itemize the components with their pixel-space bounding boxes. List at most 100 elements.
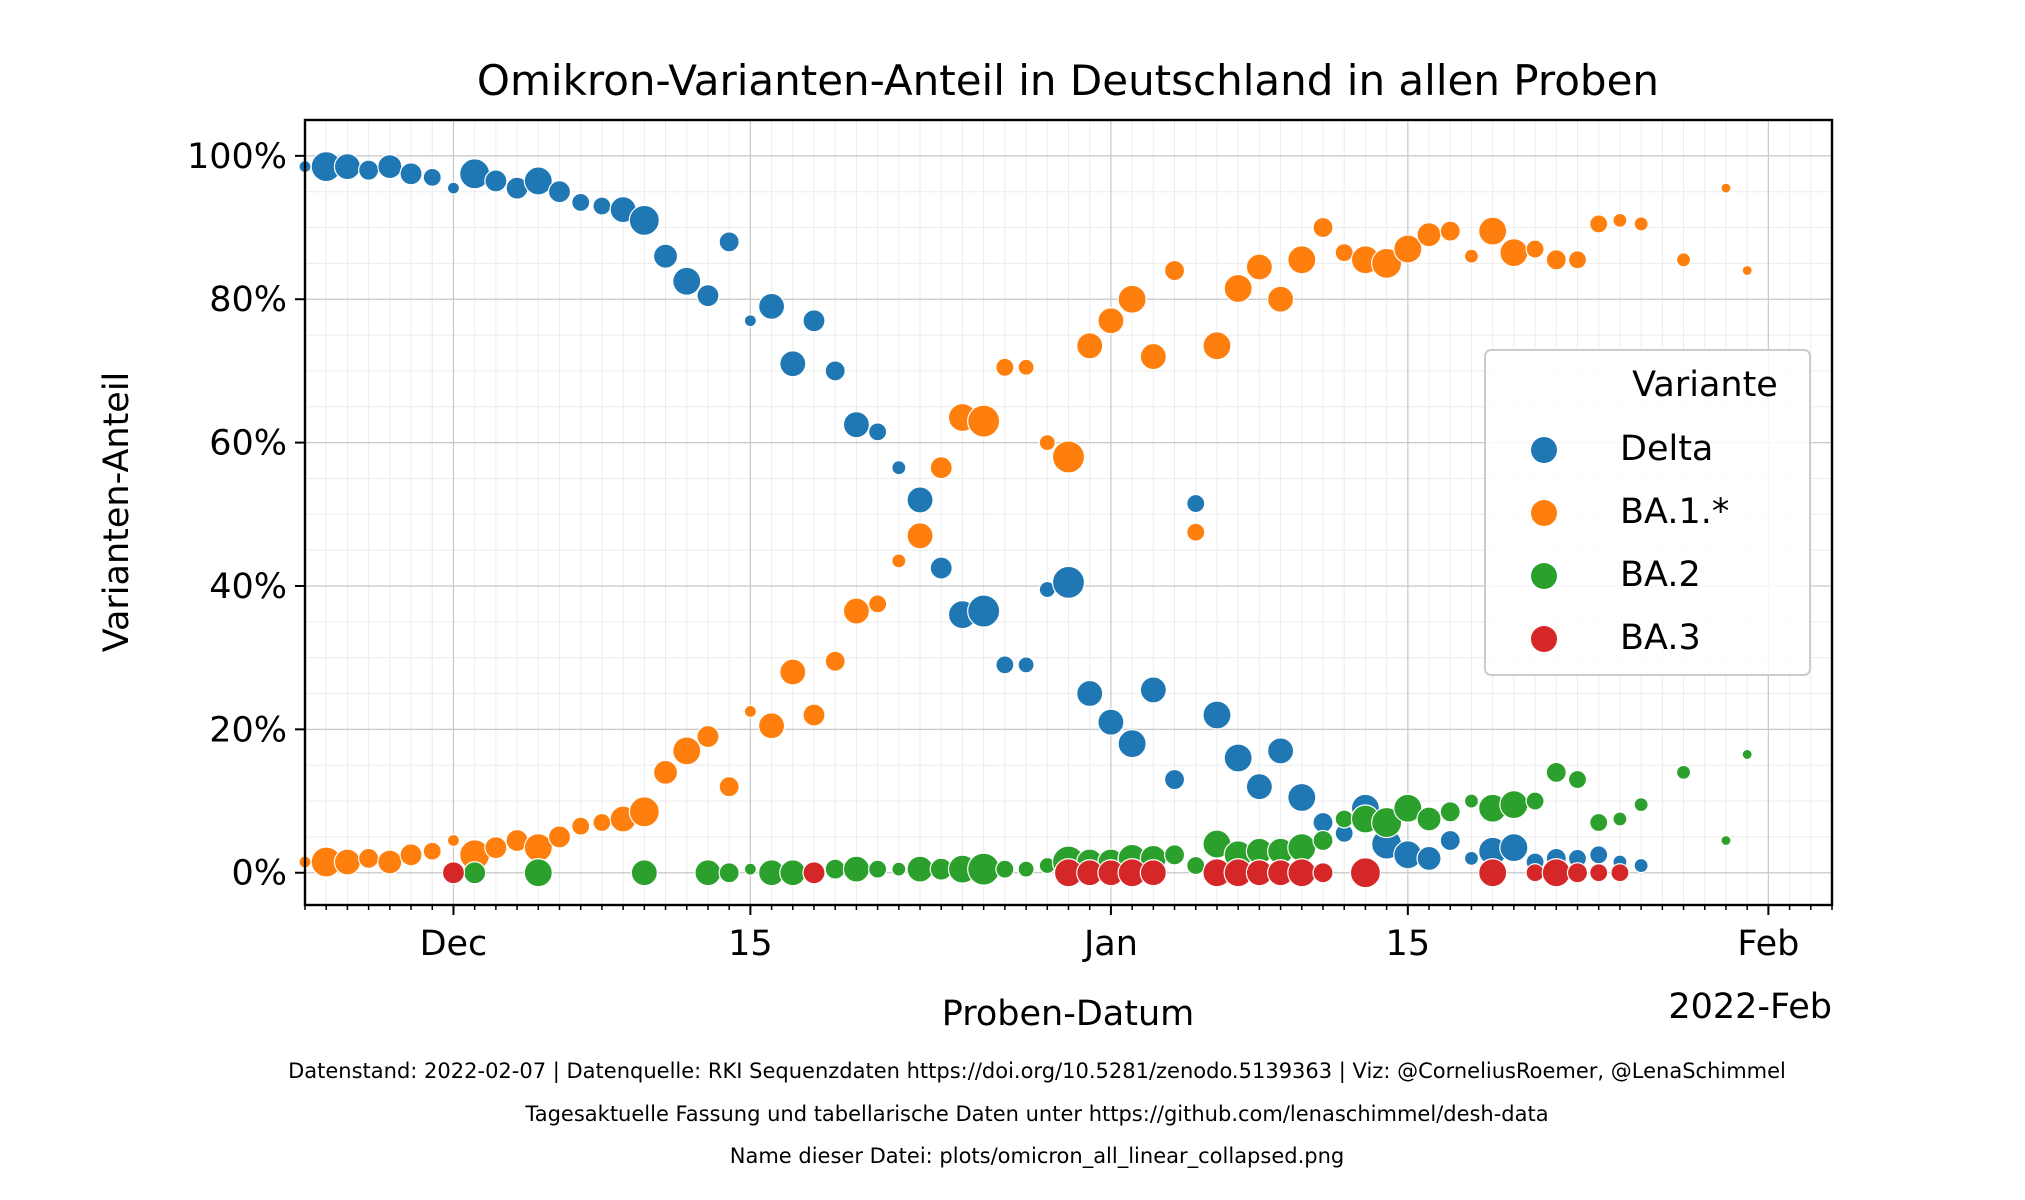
x-axis-label: Proben-Datum (942, 994, 1195, 1034)
data-point-delta (1097, 708, 1125, 736)
data-point-ba1 (484, 836, 508, 860)
data-point-delta (891, 460, 907, 476)
data-point-delta (1139, 676, 1167, 704)
data-point-ba2 (824, 858, 846, 880)
data-point-delta (1017, 656, 1035, 674)
data-point-ba1 (1038, 434, 1056, 452)
data-point-ba1 (1589, 214, 1609, 234)
data-point-ba3 (802, 861, 826, 885)
data-point-ba1 (377, 849, 403, 875)
data-point-ba1 (1478, 216, 1508, 246)
data-point-delta (422, 167, 442, 187)
tick-labels: Dec 15 Jan 15 Feb 0% 20% 40% 60% 80% 100% (187, 137, 1799, 964)
data-point-ba2 (1499, 790, 1529, 820)
data-point-delta (1117, 729, 1147, 759)
data-point-ba2 (1186, 855, 1206, 876)
data-point-delta (1163, 768, 1186, 791)
data-point-ba2 (1463, 793, 1480, 809)
footer-line-2: Tagesaktuelle Fassung und tabellarische … (524, 1102, 1548, 1126)
data-point-ba1 (1017, 358, 1035, 376)
data-point-delta (628, 204, 660, 236)
data-point-ba1 (1186, 522, 1206, 542)
data-point-ba1 (696, 724, 720, 749)
data-point-ba1 (1371, 247, 1403, 279)
y-tick-label: 40% (209, 567, 287, 607)
data-point-delta (1633, 857, 1649, 874)
x-tick-label: Feb (1737, 924, 1799, 964)
data-point-delta (967, 594, 1001, 628)
data-point-ba1 (446, 833, 461, 848)
data-point-ba2 (868, 859, 888, 879)
data-point-ba2 (1371, 806, 1403, 839)
y-tick-label: 20% (209, 710, 287, 750)
data-point-ba2 (1334, 809, 1354, 829)
data-point-ba2 (523, 858, 553, 888)
legend: Variante Delta BA.1.* BA.2 BA.3 (1484, 349, 1811, 676)
data-point-ba1 (1393, 234, 1423, 264)
data-point-ba3 (1287, 858, 1317, 888)
data-point-ba3 (441, 861, 466, 885)
data-point-ba1 (824, 650, 846, 672)
y-tick-label: 80% (209, 280, 287, 320)
footer-line-3: Name dieser Datei: plots/omicron_all_lin… (730, 1144, 1344, 1169)
data-point-ba1 (906, 522, 934, 550)
data-point-ba1 (1567, 250, 1588, 270)
data-point-delta (652, 243, 679, 269)
data-point-ba2 (463, 861, 487, 885)
data-point-ba2 (1312, 829, 1334, 852)
data-point-delta (718, 231, 740, 253)
data-point-ba1 (1223, 273, 1253, 304)
data-point-ba1 (743, 704, 757, 719)
data-point-ba2 (1567, 769, 1588, 790)
data-point-ba1 (1545, 249, 1567, 271)
data-point-ba1 (1097, 307, 1125, 335)
legend-label-ba3: BA.3 (1620, 618, 1701, 658)
data-points (298, 150, 1753, 889)
data-point-delta (377, 153, 403, 180)
data-point-delta (592, 196, 612, 216)
data-point-delta (1312, 811, 1334, 834)
data-point-ba2 (694, 859, 722, 887)
data-point-ba1 (422, 841, 442, 861)
data-point-ba1 (1720, 182, 1732, 194)
data-point-ba1 (929, 456, 953, 480)
data-point-ba1 (1525, 239, 1545, 259)
data-point-delta (1266, 737, 1295, 765)
y-tick-label: 100% (187, 137, 287, 177)
data-point-ba2 (995, 859, 1015, 879)
data-point-delta (1439, 829, 1461, 852)
data-point-ba2 (906, 855, 934, 883)
x-tick-label: Dec (420, 924, 488, 964)
data-point-ba3 (1541, 858, 1571, 888)
data-point-delta (824, 360, 846, 382)
data-point-ba1 (1463, 248, 1480, 264)
data-point-delta (484, 169, 508, 193)
data-point-ba3 (1610, 863, 1630, 883)
data-point-ba2 (779, 859, 807, 887)
data-point-ba1 (802, 703, 826, 727)
data-point-delta (547, 180, 572, 204)
data-point-ba1 (757, 712, 786, 740)
data-point-ba2 (1525, 791, 1545, 811)
data-point-ba2 (1017, 860, 1035, 878)
data-point-ba1 (628, 796, 660, 828)
data-point-ba1 (1076, 332, 1104, 360)
data-point-ba2 (967, 852, 1001, 886)
legend-marker-ba3 (1531, 626, 1557, 652)
data-point-delta (868, 422, 888, 442)
data-point-ba1 (1612, 212, 1628, 228)
data-point-ba2 (718, 862, 740, 884)
data-point-ba2 (1741, 748, 1753, 761)
data-point-delta (399, 162, 423, 186)
data-point-ba2 (630, 859, 658, 887)
data-point-delta (523, 166, 553, 196)
data-point-ba1 (672, 736, 702, 766)
data-point-delta (1223, 743, 1253, 773)
data-point-delta (1416, 845, 1442, 872)
data-point-ba1 (1287, 245, 1317, 275)
data-point-ba1 (1202, 331, 1232, 361)
data-point-ba2 (1416, 806, 1442, 832)
x-tick-label: 15 (728, 924, 773, 964)
data-point-delta (929, 556, 953, 580)
data-point-ba2 (842, 855, 871, 883)
